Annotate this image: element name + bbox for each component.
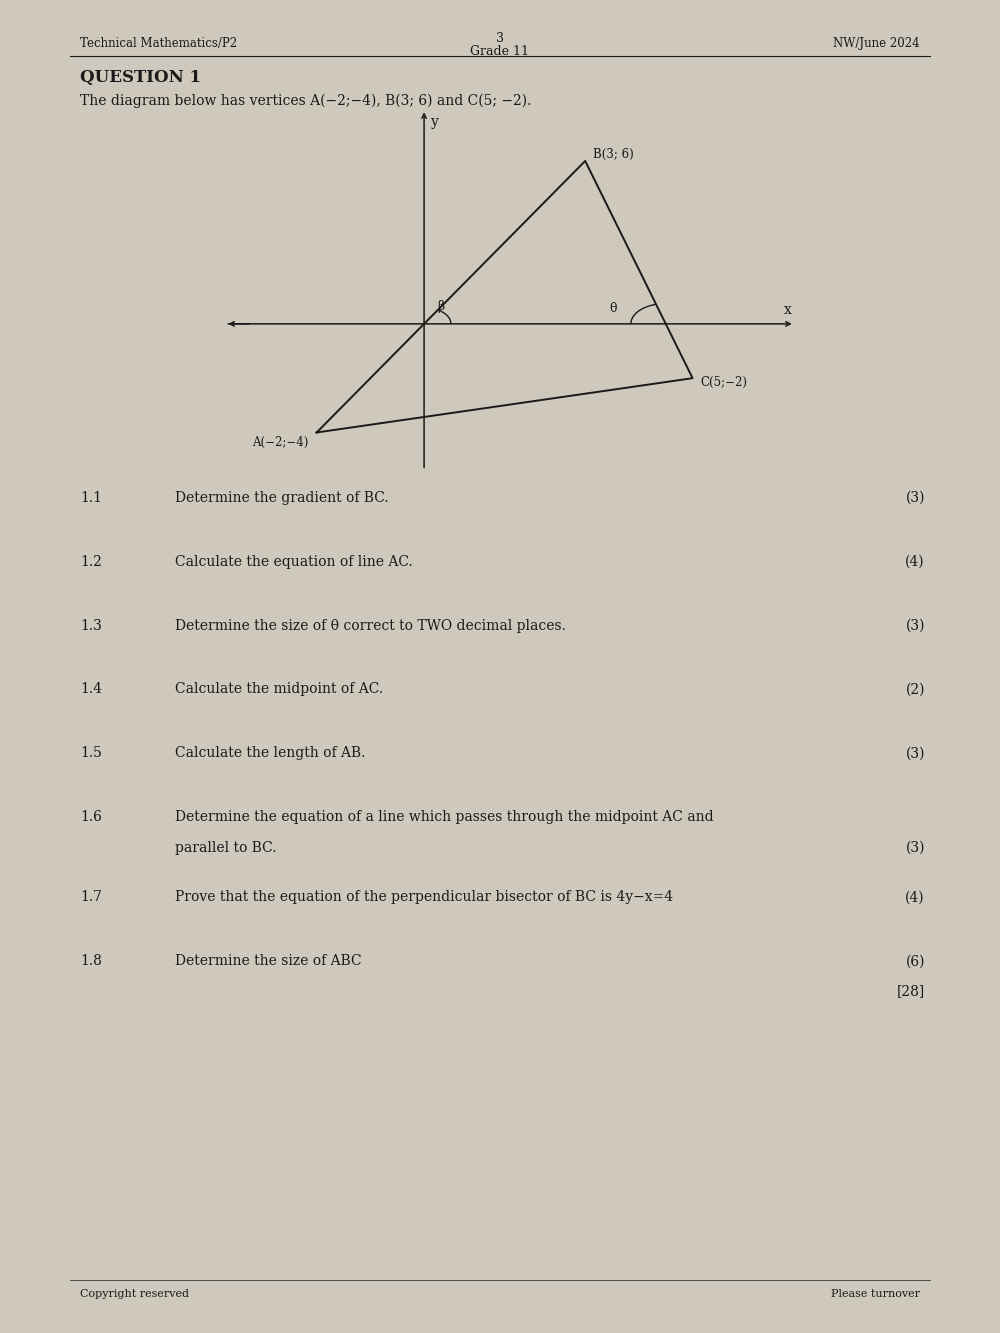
Text: 1.1: 1.1	[80, 491, 102, 505]
Text: y: y	[431, 115, 438, 129]
Text: 1.3: 1.3	[80, 619, 102, 633]
Text: β: β	[437, 300, 445, 313]
Text: The diagram below has vertices A(−2;−4), B(3; 6) and C(5; −2).: The diagram below has vertices A(−2;−4),…	[80, 93, 531, 108]
Text: (3): (3)	[906, 841, 925, 856]
Text: 1.5: 1.5	[80, 746, 102, 761]
Text: θ: θ	[609, 301, 617, 315]
Text: Determine the size of ABC: Determine the size of ABC	[175, 954, 362, 969]
Text: Calculate the length of AB.: Calculate the length of AB.	[175, 746, 365, 761]
Text: 1.8: 1.8	[80, 954, 102, 969]
Text: Determine the size of θ correct to TWO decimal places.: Determine the size of θ correct to TWO d…	[175, 619, 566, 633]
Text: (2): (2)	[906, 682, 925, 697]
Text: (6): (6)	[906, 954, 925, 969]
Text: Calculate the midpoint of AC.: Calculate the midpoint of AC.	[175, 682, 383, 697]
Text: x: x	[784, 304, 792, 317]
Text: [28]: [28]	[897, 984, 925, 998]
Text: Calculate the equation of line AC.: Calculate the equation of line AC.	[175, 555, 413, 569]
Text: 1.7: 1.7	[80, 890, 102, 905]
Text: (3): (3)	[906, 619, 925, 633]
Text: A(−2;−4): A(−2;−4)	[252, 436, 309, 449]
Text: (3): (3)	[906, 746, 925, 761]
Text: 1.6: 1.6	[80, 810, 102, 825]
Text: 3: 3	[496, 32, 504, 45]
Text: Grade 11: Grade 11	[471, 45, 530, 59]
Text: C(5;−2): C(5;−2)	[701, 376, 748, 389]
Text: 1.4: 1.4	[80, 682, 102, 697]
Text: (3): (3)	[906, 491, 925, 505]
Text: Prove that the equation of the perpendicular bisector of BC is 4y−x=4: Prove that the equation of the perpendic…	[175, 890, 673, 905]
Text: B(3; 6): B(3; 6)	[593, 148, 634, 161]
Text: Determine the equation of a line which passes through the midpoint AC and: Determine the equation of a line which p…	[175, 810, 714, 825]
Text: Please turnover: Please turnover	[831, 1289, 920, 1300]
Text: (4): (4)	[905, 890, 925, 905]
Text: 1.2: 1.2	[80, 555, 102, 569]
Text: parallel to BC.: parallel to BC.	[175, 841, 276, 856]
Text: Copyright reserved: Copyright reserved	[80, 1289, 189, 1300]
Text: QUESTION 1: QUESTION 1	[80, 69, 201, 87]
Text: Technical Mathematics/P2: Technical Mathematics/P2	[80, 37, 237, 51]
Text: (4): (4)	[905, 555, 925, 569]
Text: NW/June 2024: NW/June 2024	[833, 37, 920, 51]
Text: Determine the gradient of BC.: Determine the gradient of BC.	[175, 491, 389, 505]
